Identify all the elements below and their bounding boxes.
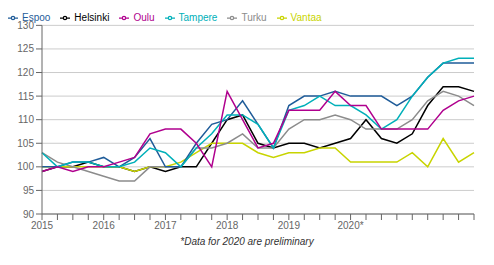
svg-text:125: 125 [17,43,34,54]
svg-text:2016: 2016 [93,220,116,231]
svg-text:110: 110 [18,114,34,125]
svg-text:2015: 2015 [31,220,54,231]
svg-text:2018: 2018 [216,220,239,231]
html-text:Oulu: Oulu [133,12,155,23]
html-text:*Data for 2020 are preliminary: *Data for 2020 are preliminary [180,236,314,247]
svg-text:105: 105 [17,138,34,149]
html-text:Espoo: Espoo [22,12,51,23]
svg-text:100: 100 [17,161,34,172]
svg-text:95: 95 [23,185,35,196]
html-text:Turku: Turku [241,12,267,23]
svg-text:2017: 2017 [154,220,177,231]
html-text:Tampere: Tampere [178,12,218,23]
svg-text:120: 120 [17,67,34,78]
svg-text:90: 90 [23,209,35,220]
html-text:Helsinki: Helsinki [74,12,110,23]
svg-text:2019: 2019 [278,220,301,231]
svg-text:130: 130 [17,20,34,31]
svg-text:115: 115 [18,91,34,102]
html-text:Vantaa: Vantaa [290,12,322,23]
svg-text:2020*: 2020* [338,220,364,231]
